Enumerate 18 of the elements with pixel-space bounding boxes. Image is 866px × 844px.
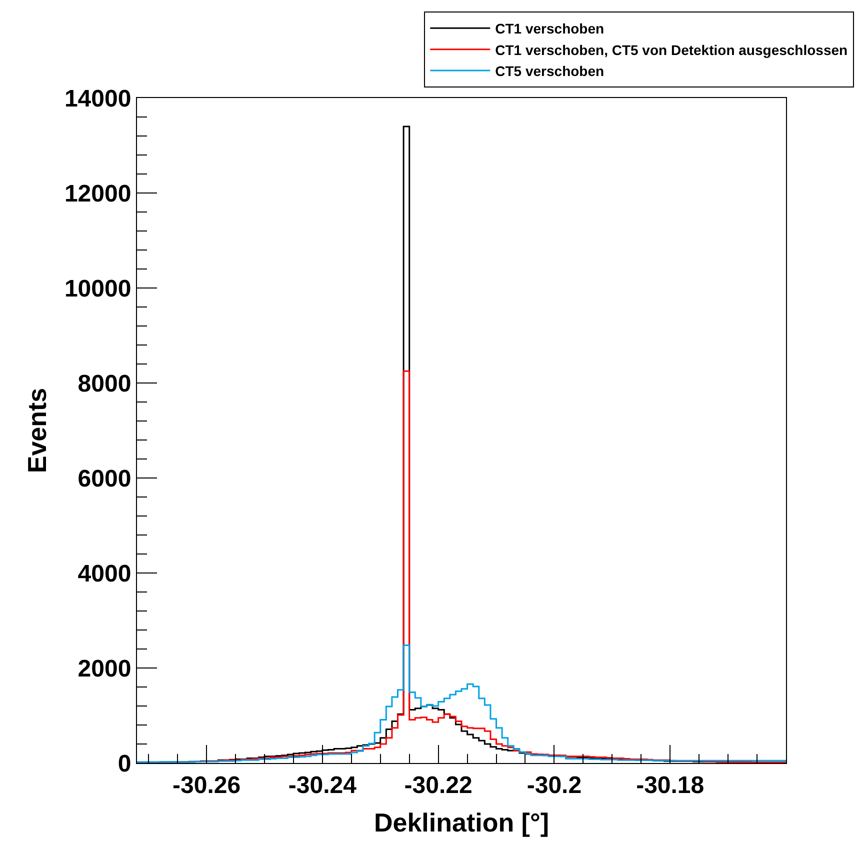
x-tick-label: -30.2 [526, 772, 582, 799]
y-tick-label: 8000 [78, 370, 132, 398]
y-tick-label: 14000 [64, 85, 132, 112]
x-axis-title: Deklination [°] [374, 808, 550, 838]
y-tick-label: 12000 [64, 180, 132, 208]
y-tick-label: 0 [118, 750, 132, 778]
x-tick-label: -30.18 [636, 772, 704, 799]
x-tick-label: -30.24 [288, 772, 358, 799]
y-tick-label: 10000 [64, 275, 132, 302]
x-tick-label: -30.22 [404, 772, 472, 799]
legend-label: CT1 verschoben [495, 20, 604, 37]
y-tick-label: 4000 [78, 560, 132, 588]
y-tick-label: 2000 [78, 655, 132, 682]
y-tick-label: 6000 [78, 465, 132, 492]
legend-label: CT5 verschoben [495, 63, 604, 80]
y-axis-title: Events [22, 388, 52, 474]
legend-label: CT1 verschoben, CT5 von Detektion ausgeschlossen [495, 42, 848, 58]
x-tick-label: -30.26 [172, 772, 241, 799]
